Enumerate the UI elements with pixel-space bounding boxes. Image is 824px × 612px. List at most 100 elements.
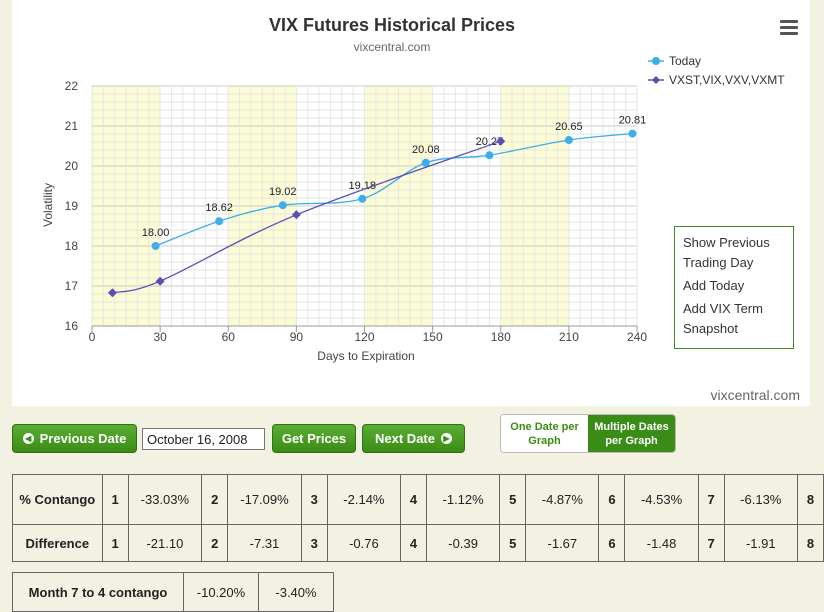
- month7-value: -10.20%: [183, 572, 259, 612]
- data-point-diamond: [107, 288, 117, 298]
- contango-row: % Contango 1 -33.03% 2 -17.09% 3 -2.14% …: [12, 474, 824, 525]
- month7-to-4-table: Month 7 to 4 contango -10.20% -3.40%: [12, 572, 334, 612]
- multiple-dates-per-graph-option[interactable]: Multiple Dates per Graph: [588, 415, 675, 452]
- difference-value: -21.10: [127, 524, 203, 562]
- previous-date-button[interactable]: ◀ Previous Date: [12, 424, 137, 453]
- data-label: 20.65: [555, 121, 583, 133]
- month-index: 2: [201, 524, 229, 562]
- month7-row: Month 7 to 4 contango -10.20% -3.40%: [12, 572, 334, 612]
- chart-title: VIX Futures Historical Prices: [269, 15, 515, 35]
- data-label: 20.81: [619, 115, 647, 127]
- data-point: [485, 151, 494, 160]
- legend-label-today: Today: [669, 54, 701, 68]
- month-index: 1: [101, 474, 129, 525]
- month-index: 7: [697, 524, 725, 562]
- chart-credit[interactable]: vixcentral.com: [710, 387, 800, 403]
- month7-label: Month 7 to 4 contango: [12, 572, 184, 612]
- x-tick-label: 90: [290, 330, 304, 344]
- difference-value: -1.48: [624, 524, 699, 562]
- y-axis-label: Volatility: [41, 183, 55, 227]
- x-tick-label: 30: [153, 330, 167, 344]
- chart-panel: VIX Futures Historical Prices vixcentral…: [12, 0, 810, 406]
- y-tick-label: 22: [65, 79, 79, 93]
- y-tick-label: 19: [65, 199, 79, 213]
- month-index: 8: [796, 524, 824, 562]
- x-tick-label: 240: [627, 330, 647, 344]
- data-point: [421, 158, 430, 167]
- contango-value: -6.13%: [723, 474, 798, 525]
- contango-value: -4.53%: [624, 474, 699, 525]
- data-point-diamond: [155, 276, 165, 286]
- data-label: 18.62: [205, 202, 233, 214]
- contango-row-label: % Contango: [12, 474, 103, 525]
- next-date-label: Next Date: [375, 431, 435, 446]
- difference-value: -1.67: [525, 524, 600, 562]
- y-tick-label: 16: [65, 319, 79, 333]
- x-tick-label: 60: [222, 330, 236, 344]
- y-tick-label: 18: [65, 239, 79, 253]
- month-index: 4: [400, 524, 427, 562]
- difference-value: -1.91: [723, 524, 798, 562]
- legend-label-term-structure: VXST,VIX,VXV,VXMT: [669, 73, 785, 87]
- graph-mode-toggle: One Date per Graph Multiple Dates per Gr…: [500, 414, 676, 453]
- contango-value: -17.09%: [227, 474, 302, 525]
- contango-table: % Contango 1 -33.03% 2 -17.09% 3 -2.14% …: [12, 474, 824, 562]
- x-tick-label: 150: [423, 330, 443, 344]
- data-label: 18.00: [142, 227, 170, 239]
- vix-futures-chart: VIX Futures Historical Prices vixcentral…: [41, 15, 785, 363]
- data-point: [151, 242, 160, 250]
- data-point: [278, 201, 287, 210]
- data-label: 19.02: [269, 186, 297, 198]
- x-tick-label: 180: [491, 330, 511, 344]
- difference-value: -0.76: [326, 524, 402, 562]
- show-previous-trading-day-item[interactable]: Show Previous Trading Day: [683, 235, 770, 270]
- month-index: 8: [796, 474, 824, 525]
- x-tick-label: 120: [354, 330, 374, 344]
- snapshot-menu: Show Previous Trading Day Add Today Add …: [674, 226, 794, 349]
- month-index: 6: [598, 474, 626, 525]
- series-line: [112, 140, 501, 294]
- arrow-left-icon: ◀: [22, 433, 34, 444]
- contango-value: -1.12%: [425, 474, 501, 525]
- y-tick-label: 17: [65, 279, 79, 293]
- chart-subtitle: vixcentral.com: [354, 40, 431, 54]
- month-index: 4: [400, 474, 427, 525]
- x-axis-label: Days to Expiration: [317, 349, 414, 363]
- legend-item-today[interactable]: Today: [648, 54, 701, 68]
- one-date-per-graph-option[interactable]: One Date per Graph: [501, 415, 588, 452]
- data-point: [564, 136, 573, 144]
- data-point-diamond: [291, 210, 301, 220]
- contango-value: -4.87%: [525, 474, 600, 525]
- x-tick-label: 210: [559, 330, 579, 344]
- date-input[interactable]: [142, 428, 265, 450]
- contango-value: -33.03%: [127, 474, 203, 525]
- difference-value: -7.31: [227, 524, 302, 562]
- month-index: 3: [300, 524, 328, 562]
- y-tick-label: 21: [65, 119, 79, 133]
- data-label: 19.18: [348, 180, 376, 192]
- month-index: 5: [499, 474, 527, 525]
- month-index: 7: [697, 474, 725, 525]
- data-point: [358, 194, 367, 203]
- data-label: 20.27: [476, 136, 504, 148]
- month-index: 3: [300, 474, 328, 525]
- get-prices-button[interactable]: Get Prices: [272, 424, 356, 453]
- data-label: 20.08: [412, 144, 440, 156]
- add-today-item[interactable]: Add Today: [683, 278, 745, 293]
- difference-row: Difference 1 -21.10 2 -7.31 3 -0.76 4 -0…: [12, 524, 824, 562]
- month-index: 6: [598, 524, 626, 562]
- contango-value: -2.14%: [326, 474, 402, 525]
- month7-value: -3.40%: [258, 572, 334, 612]
- hamburger-menu-icon[interactable]: [780, 20, 798, 36]
- month-index: 1: [101, 524, 129, 562]
- next-date-button[interactable]: Next Date ▶: [362, 424, 465, 453]
- chart-legend[interactable]: Today VXST,VIX,VXV,VXMT: [648, 54, 785, 87]
- data-point: [628, 129, 637, 138]
- previous-date-label: Previous Date: [39, 431, 127, 446]
- x-tick-label: 0: [89, 330, 96, 344]
- arrow-right-icon: ▶: [440, 433, 452, 444]
- add-vix-term-snapshot-item[interactable]: Add VIX Term Snapshot: [683, 301, 763, 336]
- legend-item-term-structure[interactable]: VXST,VIX,VXV,VXMT: [648, 73, 785, 87]
- data-point-diamond: [496, 136, 506, 146]
- difference-value: -0.39: [425, 524, 501, 562]
